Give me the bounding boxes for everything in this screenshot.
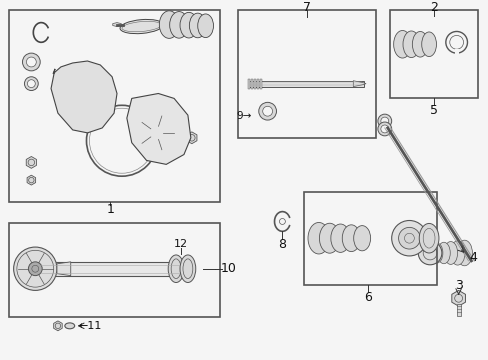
Ellipse shape: [393, 31, 410, 58]
Circle shape: [391, 220, 426, 256]
Circle shape: [258, 102, 276, 120]
Circle shape: [22, 53, 40, 71]
Ellipse shape: [456, 240, 471, 266]
Bar: [256, 79, 258, 89]
Bar: [247, 79, 249, 89]
Ellipse shape: [443, 242, 457, 264]
Circle shape: [262, 106, 272, 116]
Ellipse shape: [65, 323, 75, 329]
Circle shape: [149, 126, 163, 140]
Text: 6: 6: [364, 291, 371, 304]
Polygon shape: [57, 262, 71, 276]
Text: ←11: ←11: [79, 321, 102, 331]
Bar: [253, 79, 255, 89]
Circle shape: [27, 80, 35, 87]
Circle shape: [417, 241, 441, 265]
Circle shape: [26, 57, 36, 67]
Ellipse shape: [418, 224, 438, 253]
Circle shape: [79, 90, 92, 103]
Text: 5: 5: [429, 104, 437, 117]
Text: 2: 2: [429, 1, 437, 14]
Text: 7: 7: [303, 1, 310, 14]
Ellipse shape: [180, 12, 197, 38]
Ellipse shape: [421, 32, 436, 57]
Text: 4: 4: [468, 251, 476, 264]
Polygon shape: [451, 291, 465, 306]
Ellipse shape: [411, 31, 427, 57]
Circle shape: [380, 117, 388, 125]
Ellipse shape: [169, 12, 188, 38]
Bar: [247, 81, 364, 87]
Circle shape: [135, 111, 178, 154]
Bar: [454, 49, 458, 54]
Bar: [304, 192, 436, 285]
Circle shape: [380, 125, 388, 133]
Text: 9→: 9→: [236, 111, 251, 121]
Text: 3: 3: [454, 279, 462, 292]
Polygon shape: [352, 81, 366, 87]
Ellipse shape: [159, 11, 179, 39]
Bar: [456, 304, 460, 316]
Ellipse shape: [402, 31, 419, 58]
Ellipse shape: [120, 19, 163, 34]
Bar: [9, 10, 220, 202]
Ellipse shape: [189, 13, 205, 38]
Polygon shape: [54, 321, 62, 331]
Circle shape: [377, 114, 391, 128]
Circle shape: [14, 247, 57, 291]
Text: 8: 8: [278, 238, 286, 251]
Ellipse shape: [319, 223, 339, 253]
Polygon shape: [27, 175, 36, 185]
Ellipse shape: [197, 14, 213, 37]
Bar: [389, 10, 477, 98]
Circle shape: [28, 262, 42, 276]
Circle shape: [377, 122, 391, 136]
Ellipse shape: [342, 225, 360, 252]
Circle shape: [72, 83, 99, 110]
Polygon shape: [58, 69, 113, 124]
Ellipse shape: [180, 255, 195, 283]
Polygon shape: [126, 94, 190, 165]
Ellipse shape: [430, 243, 442, 263]
Polygon shape: [26, 157, 37, 168]
Text: 10: 10: [220, 262, 236, 275]
Polygon shape: [113, 23, 121, 27]
Text: 12: 12: [174, 239, 188, 249]
Ellipse shape: [449, 241, 464, 265]
Circle shape: [398, 228, 419, 249]
Ellipse shape: [168, 255, 183, 283]
Bar: [9, 224, 220, 317]
Circle shape: [24, 77, 38, 90]
Ellipse shape: [307, 222, 329, 254]
Ellipse shape: [330, 224, 349, 252]
Ellipse shape: [353, 226, 370, 251]
Ellipse shape: [437, 242, 449, 264]
Bar: [250, 79, 252, 89]
Bar: [39, 262, 181, 276]
Bar: [259, 79, 261, 89]
Polygon shape: [186, 132, 197, 144]
Bar: [238, 10, 375, 138]
Text: 1: 1: [106, 203, 114, 216]
Polygon shape: [51, 61, 117, 133]
